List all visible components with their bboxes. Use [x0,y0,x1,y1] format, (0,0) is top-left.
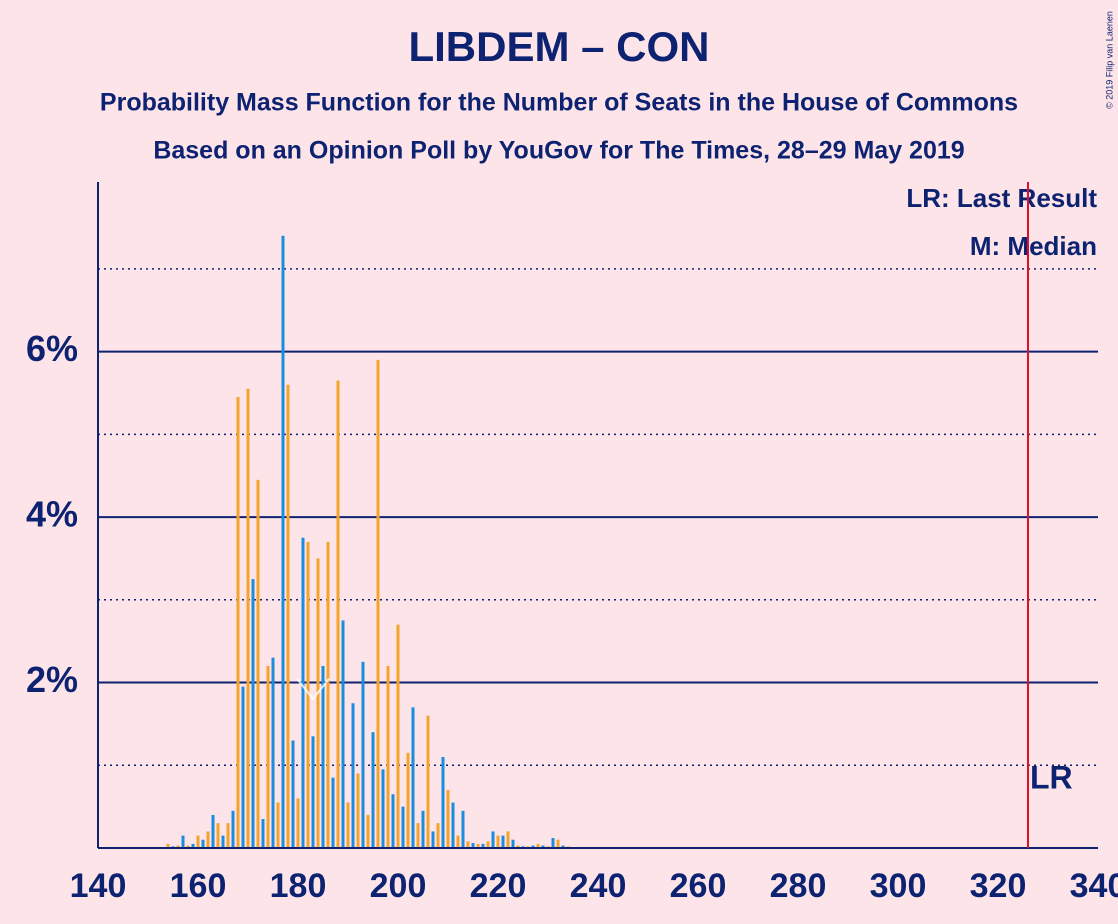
chart-title: LIBDEM – CON [408,23,709,70]
bar [356,773,360,848]
bar [361,661,365,848]
x-tick-label: 240 [570,867,627,905]
bar [421,810,425,848]
bar [226,823,230,848]
bar [216,823,220,848]
bar [281,235,285,849]
bar [481,843,485,848]
bar [516,845,520,848]
bar [371,732,375,848]
bar [556,839,560,848]
bar [506,831,510,848]
bar [391,794,395,848]
bar [256,479,260,848]
x-tick-label: 140 [70,867,127,905]
bar [276,802,280,848]
bar [406,752,410,848]
bar [381,769,385,848]
bar [376,359,380,848]
bar [221,835,225,848]
bar [396,624,400,848]
bar [501,835,505,848]
bar [431,831,435,848]
x-tick-label: 300 [870,867,927,905]
bar [401,806,405,848]
bar [551,838,555,848]
bar [176,845,180,848]
bar [531,845,535,848]
x-tick-label: 160 [170,867,227,905]
bar [441,756,445,848]
bar [211,814,215,848]
bar [206,831,210,848]
bar [456,835,460,848]
bar [451,802,455,848]
bar [201,839,205,848]
bar [271,657,275,848]
bar [241,686,245,848]
bar [351,703,355,848]
bar [336,380,340,848]
bar [321,665,325,848]
bar [311,736,315,848]
bar [231,810,235,848]
bar [236,397,240,848]
bar [341,620,345,848]
bar [411,707,415,848]
y-tick-label: 2% [26,659,78,700]
bar [466,841,470,848]
y-tick-label: 6% [26,328,78,369]
bar [446,790,450,848]
bar [166,843,170,848]
bar [436,823,440,848]
bar [511,839,515,848]
bar [246,388,250,848]
chart-subtitle: Probability Mass Function for the Number… [100,89,1018,117]
bar [326,541,330,848]
bar [476,843,480,848]
y-tick-label: 4% [26,494,78,535]
x-tick-label: 280 [770,867,827,905]
bar [291,740,295,848]
bar [301,537,305,848]
legend-entry: LR: Last Result [906,183,1097,213]
bar [261,819,265,848]
bar [366,814,370,848]
bar [346,802,350,848]
bar [196,835,200,848]
bar [286,384,290,848]
bar [251,579,255,848]
legend-entry: M: Median [970,231,1097,261]
x-tick-label: 320 [970,867,1027,905]
bar [491,831,495,848]
bar [386,665,390,848]
bar [316,558,320,848]
bar [186,845,190,848]
bar [266,665,270,848]
bar [191,843,195,848]
bar [181,835,185,848]
bar [471,843,475,848]
bar [296,798,300,848]
x-tick-label: 180 [270,867,327,905]
bar [416,823,420,848]
bar [426,715,430,848]
median-marker [296,678,330,701]
bar [561,845,565,848]
bar [306,541,310,848]
bar [536,843,540,848]
x-tick-label: 220 [470,867,527,905]
chart-subtitle: Based on an Opinion Poll by YouGov for T… [153,137,964,165]
bar [496,835,500,848]
bar [461,810,465,848]
x-tick-label: 260 [670,867,727,905]
bar [486,841,490,848]
x-tick-label: 200 [370,867,427,905]
last-result-label: LR [1030,759,1073,795]
x-tick-label: 340 [1070,867,1118,905]
bar [331,777,335,848]
bar [541,845,545,848]
copyright: © 2019 Filip van Laenen [1104,11,1114,109]
